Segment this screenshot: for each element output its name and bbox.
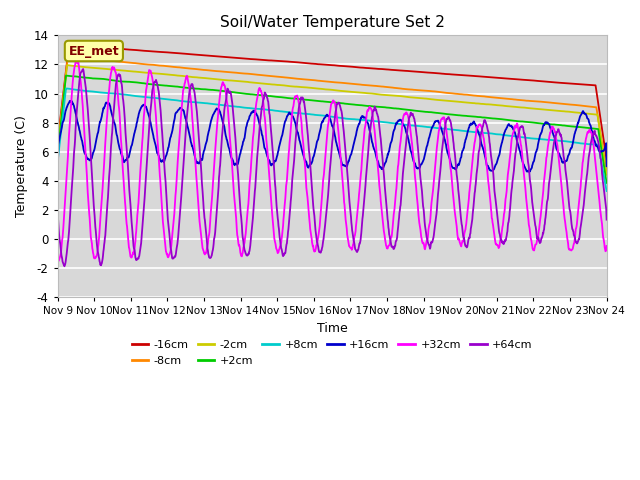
-8cm bbox=[237, 71, 245, 76]
-8cm bbox=[54, 143, 61, 149]
-16cm bbox=[603, 157, 611, 163]
-8cm bbox=[538, 99, 546, 105]
+16cm bbox=[54, 190, 61, 195]
-16cm bbox=[237, 55, 245, 61]
+2cm bbox=[54, 152, 61, 158]
-2cm bbox=[418, 96, 426, 101]
+8cm bbox=[237, 104, 245, 110]
-8cm bbox=[603, 169, 611, 175]
+2cm bbox=[176, 84, 184, 90]
+16cm bbox=[538, 129, 546, 134]
Text: EE_met: EE_met bbox=[68, 45, 119, 58]
+32cm bbox=[238, 253, 246, 259]
Y-axis label: Temperature (C): Temperature (C) bbox=[15, 115, 28, 217]
+2cm bbox=[490, 116, 497, 121]
Line: +16cm: +16cm bbox=[58, 101, 607, 192]
-8cm bbox=[176, 65, 184, 71]
+64cm bbox=[490, 177, 497, 182]
Line: -8cm: -8cm bbox=[58, 57, 607, 172]
+32cm bbox=[177, 121, 184, 127]
-16cm bbox=[54, 139, 61, 144]
+16cm bbox=[418, 161, 426, 167]
+64cm bbox=[238, 223, 246, 228]
-16cm bbox=[418, 69, 426, 75]
Line: +8cm: +8cm bbox=[58, 88, 607, 191]
+32cm bbox=[54, 258, 62, 264]
+2cm bbox=[538, 120, 546, 126]
+16cm bbox=[163, 151, 170, 157]
+32cm bbox=[490, 228, 497, 233]
+2cm bbox=[163, 83, 170, 89]
+16cm bbox=[237, 146, 245, 152]
+64cm bbox=[79, 66, 87, 72]
+2cm bbox=[62, 72, 70, 78]
+8cm bbox=[490, 131, 497, 137]
+32cm bbox=[538, 198, 546, 204]
+32cm bbox=[72, 58, 80, 63]
+32cm bbox=[418, 238, 426, 244]
+16cm bbox=[176, 105, 184, 111]
-2cm bbox=[163, 72, 170, 77]
+8cm bbox=[538, 136, 546, 142]
+64cm bbox=[177, 206, 184, 212]
-2cm bbox=[237, 78, 245, 84]
+64cm bbox=[54, 219, 61, 225]
-2cm bbox=[176, 73, 184, 79]
Legend: -16cm, -8cm, -2cm, +2cm, +8cm, +16cm, +32cm, +64cm: -16cm, -8cm, -2cm, +2cm, +8cm, +16cm, +3… bbox=[127, 336, 537, 370]
Line: -16cm: -16cm bbox=[58, 45, 607, 160]
Line: +2cm: +2cm bbox=[58, 75, 607, 183]
+32cm bbox=[603, 243, 611, 249]
+64cm bbox=[163, 204, 171, 210]
+32cm bbox=[54, 249, 61, 255]
-8cm bbox=[163, 63, 170, 69]
-16cm bbox=[490, 74, 497, 80]
Line: +64cm: +64cm bbox=[58, 69, 607, 266]
+64cm bbox=[538, 234, 546, 240]
-8cm bbox=[64, 54, 72, 60]
+8cm bbox=[54, 159, 61, 165]
-8cm bbox=[490, 95, 497, 100]
-16cm bbox=[163, 49, 170, 55]
-2cm bbox=[538, 107, 546, 112]
+8cm bbox=[418, 123, 426, 129]
-16cm bbox=[65, 42, 73, 48]
Line: -2cm: -2cm bbox=[58, 65, 607, 175]
X-axis label: Time: Time bbox=[317, 322, 348, 335]
-2cm bbox=[490, 102, 497, 108]
+8cm bbox=[163, 96, 170, 102]
-8cm bbox=[418, 87, 426, 93]
Title: Soil/Water Temperature Set 2: Soil/Water Temperature Set 2 bbox=[220, 15, 445, 30]
Line: +32cm: +32cm bbox=[58, 60, 607, 261]
+8cm bbox=[63, 85, 70, 91]
+16cm bbox=[490, 167, 497, 173]
+8cm bbox=[603, 188, 611, 194]
+8cm bbox=[176, 98, 184, 104]
-2cm bbox=[54, 149, 61, 155]
+2cm bbox=[603, 180, 611, 186]
-16cm bbox=[538, 78, 546, 84]
+16cm bbox=[603, 163, 611, 169]
+64cm bbox=[603, 217, 611, 223]
+2cm bbox=[237, 90, 245, 96]
+64cm bbox=[61, 264, 68, 269]
+16cm bbox=[66, 98, 74, 104]
-16cm bbox=[176, 50, 184, 56]
-2cm bbox=[63, 62, 71, 68]
+32cm bbox=[163, 251, 171, 257]
+2cm bbox=[418, 108, 426, 114]
-2cm bbox=[603, 172, 611, 178]
+64cm bbox=[418, 188, 426, 194]
